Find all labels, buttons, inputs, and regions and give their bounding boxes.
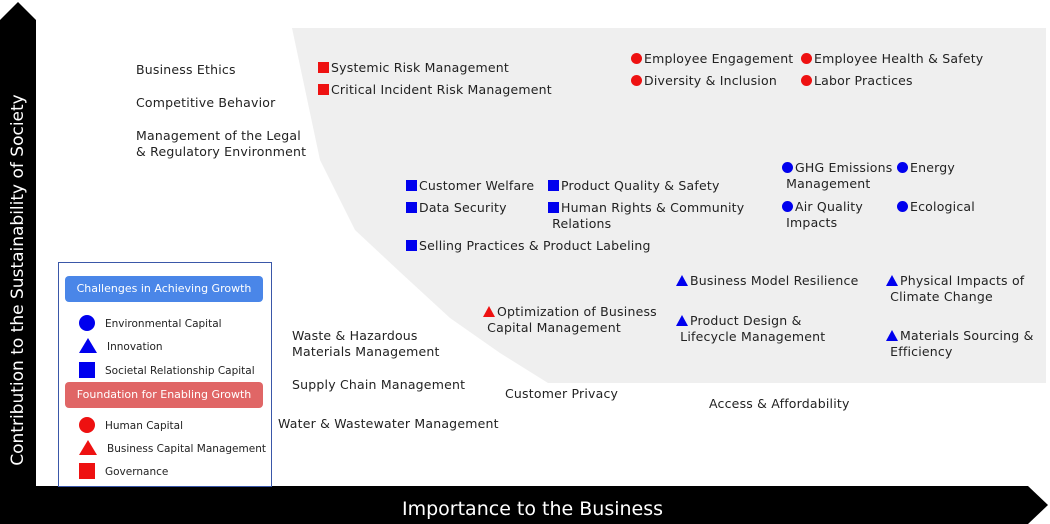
item-competitive-behavior: Competitive Behavior [136,95,276,110]
item-supply-chain: Supply Chain Management [292,377,466,392]
legend-foundation-header: Foundation for Enabling Growth [65,382,263,408]
x-axis: Importance to the Business [0,486,1050,524]
blue-square-icon [406,180,417,191]
item-air-quality: Air Quality Impacts [782,199,863,231]
item-systemic-risk: Systemic Risk Management [318,60,509,76]
item-business-model: Business Model Resilience [676,273,859,289]
red-circle-icon [631,53,642,64]
x-axis-label: Importance to the Business [402,498,664,520]
blue-triangle-icon [676,315,688,326]
item-materials-sourcing: Materials Sourcing & Efficiency [886,328,1034,360]
blue-triangle-icon [886,275,898,286]
red-triangle-icon [483,306,495,317]
item-ecological: Ecological [897,199,975,215]
red-circle-icon [631,75,642,86]
item-water-wastewater: Water & Wastewater Management [278,416,499,431]
legend: Challenges in Achieving Growth Environme… [58,262,272,487]
item-access-affordability: Access & Affordability [709,396,850,411]
blue-square-icon [406,240,417,251]
item-data-security: Data Security [406,200,507,216]
blue-square-icon [548,180,559,191]
blue-triangle-icon [886,330,898,341]
item-human-rights: Human Rights & Community Relations [548,200,744,232]
red-circle-icon [79,417,95,433]
blue-circle-icon [897,162,908,173]
red-circle-icon [801,53,812,64]
item-employee-health-safety: Employee Health & Safety [801,51,983,67]
item-product-quality: Product Quality & Safety [548,178,720,194]
item-product-design: Product Design & Lifecycle Management [676,313,825,345]
item-selling-practices: Selling Practices & Product Labeling [406,238,651,254]
item-labor-practices: Labor Practices [801,73,913,89]
y-axis: Contribution to the Sustainability of So… [0,0,36,486]
blue-square-icon [79,362,95,378]
legend-societal: Societal Relationship Capital [79,362,255,379]
blue-square-icon [548,202,559,213]
blue-circle-icon [782,162,793,173]
legend-environmental: Environmental Capital [79,315,222,332]
red-triangle-icon [79,440,97,455]
item-critical-incident: Critical Incident Risk Management [318,82,552,98]
blue-circle-icon [897,201,908,212]
item-legal-regulatory: Management of the Legal & Regulatory Env… [136,128,307,159]
red-square-icon [318,84,329,95]
legend-human: Human Capital [79,417,183,434]
item-energy: Energy [897,160,955,176]
blue-circle-icon [79,315,95,331]
legend-governance: Governance [79,463,168,480]
blue-circle-icon [782,201,793,212]
item-optimization: Optimization of Business Capital Managem… [483,304,657,336]
item-waste-hazardous: Waste & Hazardous Materials Management [292,328,440,359]
item-employee-engagement: Employee Engagement [631,51,793,67]
item-business-ethics: Business Ethics [136,62,236,77]
blue-triangle-icon [79,338,97,353]
item-diversity-inclusion: Diversity & Inclusion [631,73,777,89]
legend-growth-header: Challenges in Achieving Growth [65,276,263,302]
y-axis-label: Contribution to the Sustainability of So… [8,94,28,466]
red-square-icon [318,62,329,73]
item-customer-welfare: Customer Welfare [406,178,534,194]
red-square-icon [79,463,95,479]
legend-innovation: Innovation [79,338,163,355]
item-ghg-emissions: GHG Emissions Management [782,160,892,192]
item-customer-privacy: Customer Privacy [505,386,619,401]
legend-business-capital: Business Capital Management [79,440,266,457]
blue-square-icon [406,202,417,213]
item-physical-impacts: Physical Impacts of Climate Change [886,273,1024,305]
blue-triangle-icon [676,275,688,286]
red-circle-icon [801,75,812,86]
